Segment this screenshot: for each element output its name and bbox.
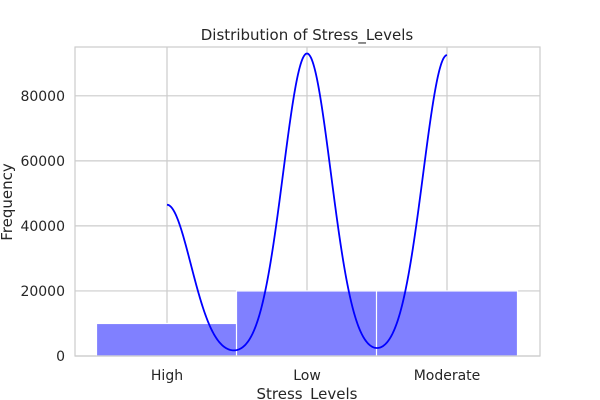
y-tick-label-4: 80000 xyxy=(20,89,65,105)
x-tick-labels: High Low Moderate xyxy=(151,368,480,384)
y-axis-label: Frequency xyxy=(0,163,16,241)
x-tick-label-moderate: Moderate xyxy=(414,368,481,384)
plot-frame xyxy=(74,46,541,357)
x-tick-label-low: Low xyxy=(293,368,321,384)
chart-title: Distribution of Stress_Levels xyxy=(201,26,414,45)
y-tick-label-3: 60000 xyxy=(20,154,65,170)
grid-lines xyxy=(75,47,540,357)
bars xyxy=(95,290,519,357)
x-tick-label-high: High xyxy=(151,368,183,384)
bar-high xyxy=(95,322,239,357)
bar-moderate xyxy=(375,290,519,357)
kde-line xyxy=(166,52,448,352)
y-tick-label-2: 40000 xyxy=(20,219,65,235)
x-axis-label: Stress_Levels xyxy=(256,385,357,400)
y-tick-labels: 0 20000 40000 60000 80000 xyxy=(20,89,65,365)
bar-low xyxy=(235,290,379,357)
y-tick-label-0: 0 xyxy=(56,349,65,365)
y-tick-label-1: 20000 xyxy=(20,284,65,300)
kde-curves xyxy=(166,52,448,352)
